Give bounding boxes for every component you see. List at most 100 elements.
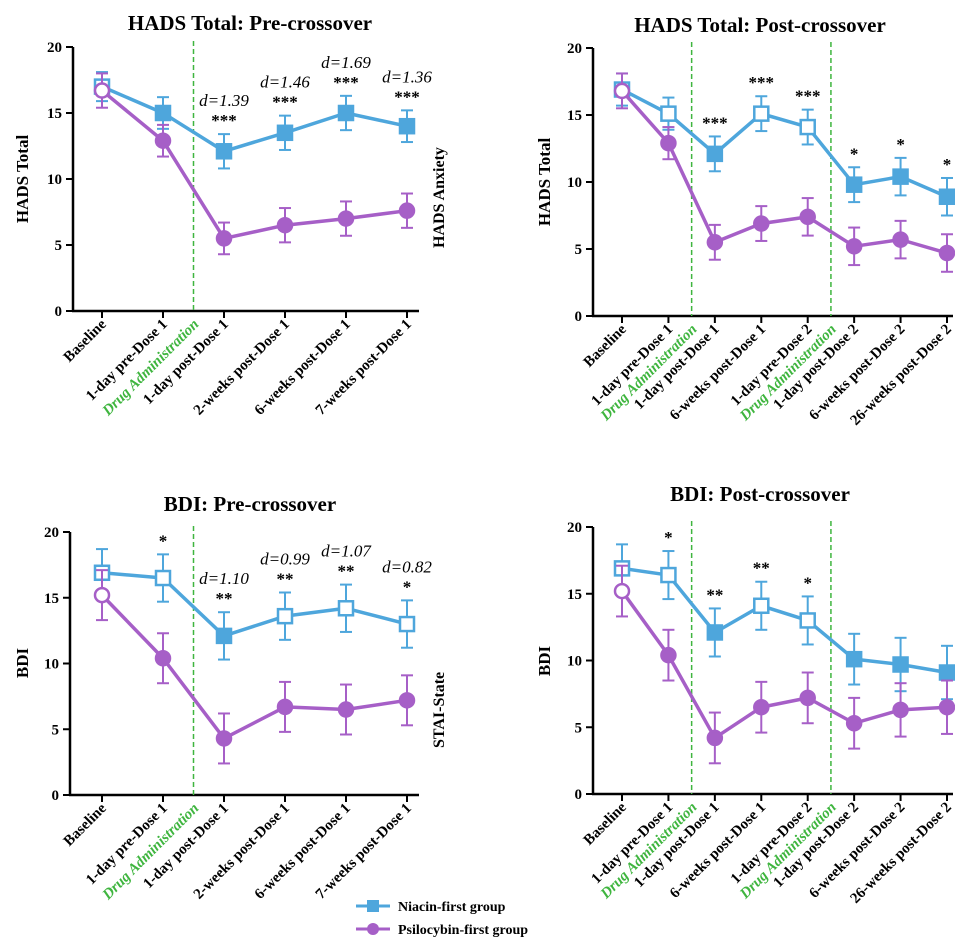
significance-stars: * (850, 144, 859, 163)
chart-title: HADS Total: Pre-crossover (128, 11, 372, 35)
legend-niacin-label: Niacin-first group (398, 900, 506, 915)
data-point (276, 698, 294, 716)
y-tick-label: 5 (52, 722, 60, 738)
y-tick-label: 0 (575, 309, 583, 325)
data-point (753, 105, 770, 122)
significance-stars: * (664, 528, 673, 547)
data-point (337, 600, 355, 617)
data-point (613, 82, 631, 100)
y-axis-label: BDI (13, 648, 32, 679)
y-tick-label: 15 (567, 587, 582, 603)
data-point (93, 586, 111, 604)
significance-stars: * (896, 135, 905, 154)
data-point (215, 143, 233, 160)
y-tick-label: 0 (575, 787, 583, 803)
data-point (938, 188, 955, 205)
chart-panel-2: HADS Total: Post-crossover HADS Total 0 5 10… (535, 13, 955, 429)
y-axis-label: HADS Total (535, 138, 554, 227)
y-tick-label: 10 (567, 654, 582, 670)
data-point (706, 624, 724, 641)
significance-stars: *** (795, 87, 821, 106)
significance-stars: * (403, 577, 412, 596)
y-tick-label: 20 (567, 41, 582, 57)
y-tick-label: 10 (47, 172, 62, 188)
series-line (101, 84, 408, 154)
data-point (753, 597, 770, 615)
significance-stars: * (159, 531, 168, 550)
data-point (398, 117, 416, 135)
y-tick-label: 15 (44, 591, 59, 607)
data-point (613, 582, 631, 600)
chart-panel-3: BDI: Pre-crossoverBDI05101520Baseline1-d… (13, 492, 432, 904)
side-label-top: HADS Anxiety (431, 147, 448, 248)
significance-stars: *** (272, 93, 298, 112)
series-psilocybin (93, 72, 416, 256)
data-point (845, 714, 863, 732)
significance-stars: *** (333, 73, 359, 92)
series-line (100, 593, 408, 741)
data-point (753, 215, 770, 232)
data-point (799, 612, 816, 629)
data-point (660, 646, 677, 664)
chart-panels: HADS Total: Pre-crossover HADS Total 0 5 10 1… (13, 11, 955, 907)
significance-stars: ** (277, 569, 294, 588)
series-psilocybin (613, 72, 955, 273)
data-point (215, 230, 233, 247)
significance-stars: *** (702, 113, 728, 132)
y-tick-label: 20 (44, 525, 59, 541)
series-niacin (613, 543, 955, 701)
legend-niacin-marker (367, 900, 379, 912)
data-point (845, 176, 863, 193)
data-point (154, 104, 172, 122)
data-point (276, 124, 294, 142)
data-point (215, 627, 233, 645)
y-tick-label: 10 (567, 175, 582, 191)
data-point (660, 566, 677, 584)
data-point (215, 730, 233, 747)
data-point (845, 238, 863, 255)
y-tick-label: 15 (567, 108, 582, 124)
data-point (398, 692, 416, 709)
data-point (938, 664, 955, 681)
data-point (660, 134, 677, 152)
y-tick-label: 5 (55, 238, 63, 254)
data-point (337, 104, 355, 122)
x-tick-label: Baseline (61, 800, 110, 849)
y-tick-label: 5 (575, 720, 583, 736)
effect-size-label: d=0.99 (260, 549, 310, 568)
significance-stars: * (943, 155, 952, 174)
significance-stars: ** (216, 589, 233, 608)
data-point (337, 701, 355, 718)
y-tick-label: 0 (55, 304, 63, 320)
y-tick-label: 20 (567, 520, 582, 536)
significance-stars: * (803, 573, 812, 592)
y-tick-label: 5 (575, 242, 583, 258)
y-tick-label: 15 (47, 106, 62, 122)
data-point (154, 132, 172, 149)
data-point (845, 650, 863, 668)
data-point (398, 615, 416, 633)
data-point (799, 118, 816, 136)
data-point (93, 82, 111, 99)
x-tick-label: Baseline (61, 316, 110, 365)
effect-size-label: d=1.07 (321, 542, 372, 561)
legend-psilocybin-label: Psilocybin-first group (398, 923, 528, 938)
data-point (799, 689, 816, 707)
data-point (398, 202, 416, 219)
effect-size-label: d=1.10 (199, 569, 249, 588)
y-tick-label: 20 (47, 40, 62, 56)
data-point (753, 698, 770, 716)
significance-stars: *** (394, 87, 420, 106)
data-point (706, 145, 724, 163)
y-axis-label: HADS Total (13, 135, 32, 224)
series-line (100, 89, 408, 241)
y-axis-label: BDI (535, 646, 554, 677)
series-psilocybin (93, 569, 416, 765)
significance-stars: ** (338, 562, 355, 581)
data-point (276, 216, 294, 234)
data-point (892, 231, 909, 248)
series-line (101, 571, 408, 638)
significance-stars: ** (753, 559, 770, 578)
data-point (892, 701, 909, 719)
